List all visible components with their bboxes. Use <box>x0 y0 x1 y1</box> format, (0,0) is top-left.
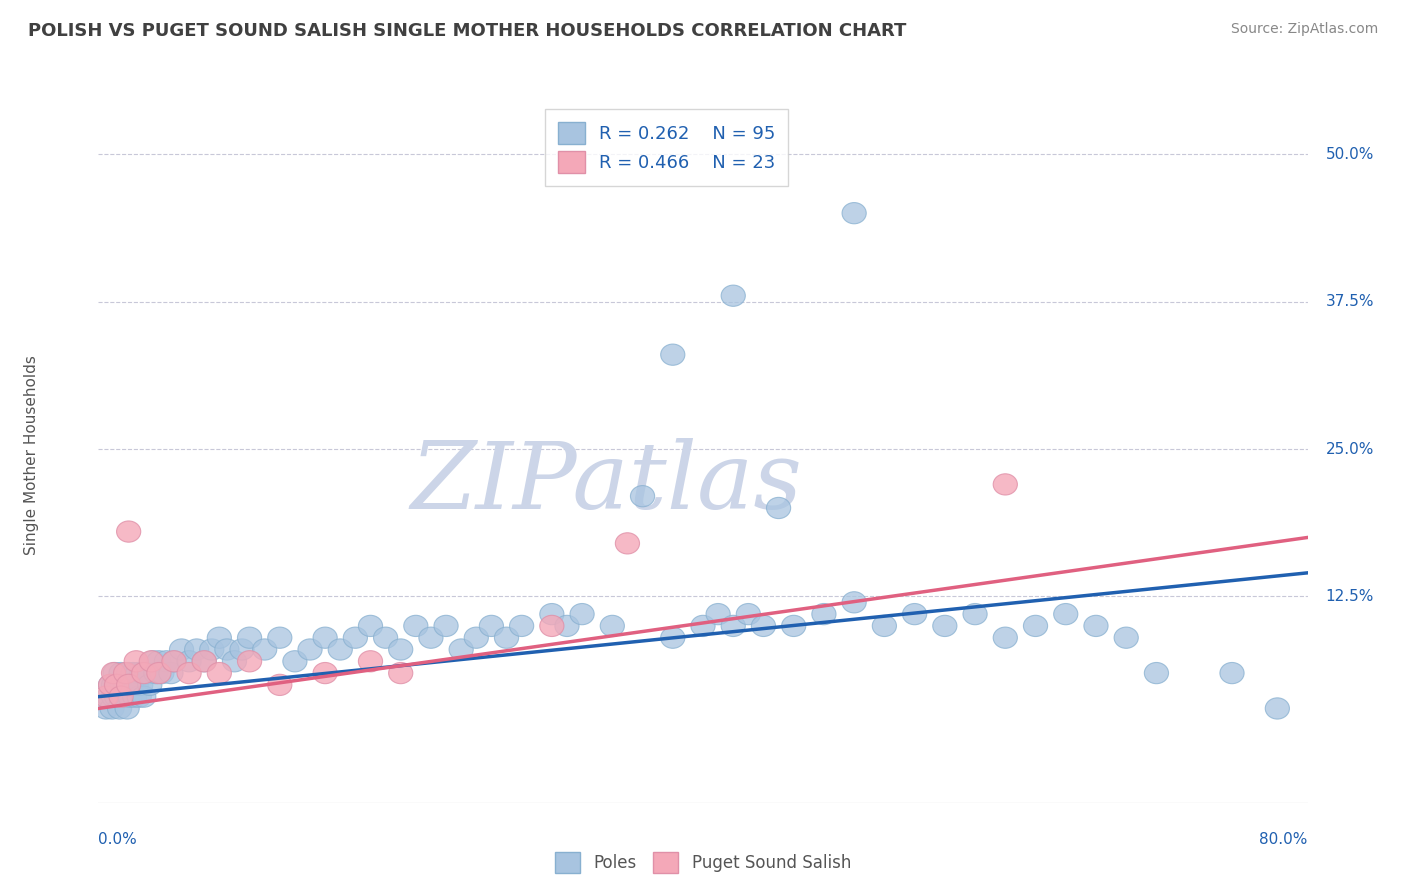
Text: ZIPatlas: ZIPatlas <box>411 438 803 528</box>
Text: POLISH VS PUGET SOUND SALISH SINGLE MOTHER HOUSEHOLDS CORRELATION CHART: POLISH VS PUGET SOUND SALISH SINGLE MOTH… <box>28 22 907 40</box>
Legend: Poles, Puget Sound Salish: Poles, Puget Sound Salish <box>548 846 858 880</box>
Text: 25.0%: 25.0% <box>1326 442 1374 457</box>
Text: 37.5%: 37.5% <box>1326 294 1374 310</box>
Ellipse shape <box>117 521 141 542</box>
Text: Single Mother Households: Single Mother Households <box>24 355 39 555</box>
Text: 80.0%: 80.0% <box>1260 832 1308 847</box>
Text: Source: ZipAtlas.com: Source: ZipAtlas.com <box>1230 22 1378 37</box>
Legend: R = 0.262    N = 95, R = 0.466    N = 23: R = 0.262 N = 95, R = 0.466 N = 23 <box>546 109 789 186</box>
Text: 0.0%: 0.0% <box>98 832 138 847</box>
Text: 50.0%: 50.0% <box>1326 146 1374 161</box>
Text: 12.5%: 12.5% <box>1326 589 1374 604</box>
